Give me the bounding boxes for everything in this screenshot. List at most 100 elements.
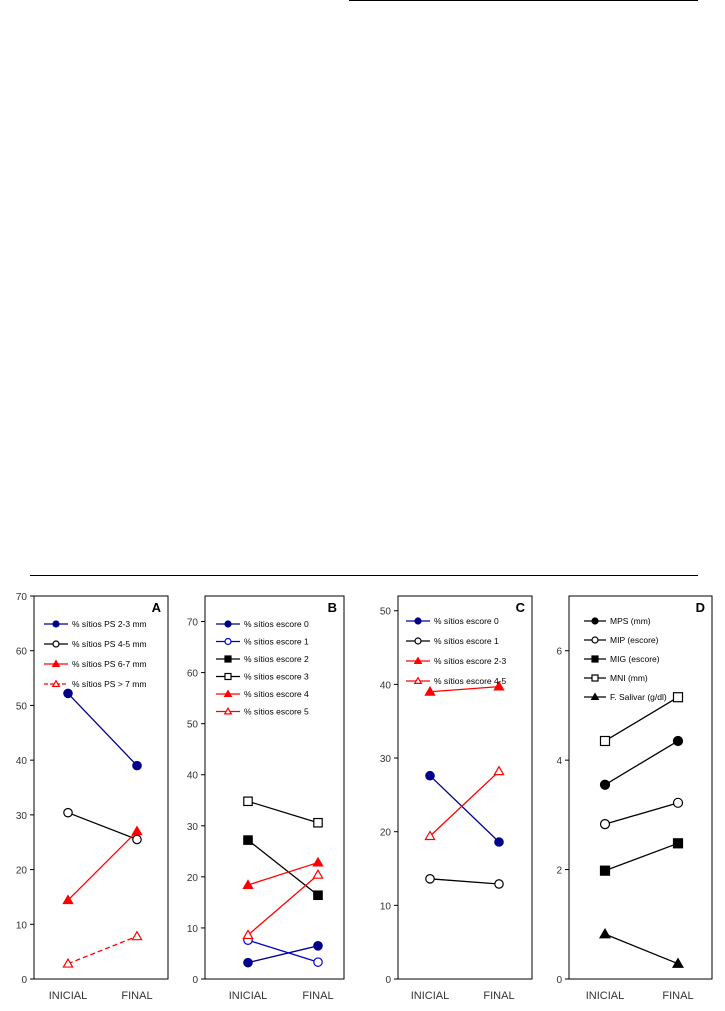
y-tick-label: 50	[16, 701, 28, 712]
legend-label: MIG (escore)	[610, 654, 660, 664]
legend-label: % sítios escore 5	[244, 707, 309, 717]
y-tick-label: 30	[380, 754, 392, 765]
legend-label: % sítios escore 4-5	[434, 676, 507, 686]
y-tick-label: 50	[380, 607, 392, 618]
data-point	[672, 797, 684, 808]
legend-entry: % sítios PS 4-5 mm	[44, 639, 147, 649]
series-mip-escore	[599, 797, 684, 830]
data-point	[313, 957, 323, 967]
legend-marker	[413, 656, 423, 665]
series-line	[429, 770, 500, 837]
legend-label: % sítios escore 1	[244, 637, 309, 647]
data-point	[243, 835, 253, 845]
legend-label: % sítios escore 2	[244, 654, 309, 664]
chart-panel-c: C 0 10 20 30 40 50 INICIAL FINAL % sítios escore …	[380, 595, 533, 1002]
y-tick-label: 20	[187, 873, 199, 884]
legend-entry: % sítios escore 2-3	[406, 656, 507, 666]
legend-marker	[591, 636, 599, 644]
series-s-tios-escore-4	[242, 856, 324, 889]
panel-label: B	[328, 600, 337, 615]
data-point	[493, 680, 505, 691]
series-s-tios-escore-2-3	[424, 680, 505, 696]
data-point	[494, 837, 504, 847]
legend-marker	[51, 679, 61, 688]
series-s-tios-escore-1	[243, 935, 323, 967]
data-point	[242, 929, 254, 940]
data-point	[132, 760, 142, 771]
data-point	[599, 735, 611, 747]
data-point	[313, 941, 323, 951]
legend-label: % sítios escore 2-3	[434, 656, 507, 666]
legend-label: MIP (escore)	[610, 635, 659, 645]
data-point	[599, 927, 611, 939]
legend-marker	[52, 620, 60, 628]
legend-label: % sítios escore 3	[244, 672, 309, 682]
data-point	[313, 817, 323, 828]
series-line	[247, 945, 319, 964]
data-point	[599, 865, 611, 876]
legend-marker	[591, 655, 599, 663]
x-tick-label: FINAL	[483, 990, 514, 1002]
data-point	[243, 957, 253, 968]
chart-panel-d: D 0 2 4 6 INICIAL FINAL MPS (mm) MIP (escore) MIG…	[556, 595, 713, 1002]
x-tick-label: INICIAL	[49, 990, 88, 1002]
series-line	[604, 740, 679, 786]
data-point	[672, 692, 684, 703]
series-line	[604, 696, 679, 742]
series-s-tios-escore-0	[243, 941, 323, 968]
y-tick-label: 60	[187, 669, 199, 680]
data-point	[132, 834, 142, 845]
series-s-tios-escore-4-5	[424, 765, 505, 841]
legend-entry: % sítios PS 6-7 mm	[44, 659, 147, 669]
series-s-tios-ps-7-mm	[62, 930, 143, 968]
chart-panel-a: A 0 10 20 30 40 50 60 70 INICIAL FINAL % sítios PS …	[16, 592, 169, 1002]
data-point	[63, 688, 73, 699]
plot-frame	[33, 595, 169, 980]
x-tick-label: FINAL	[121, 990, 152, 1002]
series-line	[67, 935, 138, 965]
series-line	[67, 830, 138, 901]
x-tick-label: INICIAL	[411, 990, 450, 1002]
x-tick-label: INICIAL	[586, 990, 625, 1002]
legend-entry: MPS (mm)	[584, 616, 651, 626]
legend-marker	[224, 672, 232, 681]
legend-entry: MNI (mm)	[584, 673, 648, 683]
y-tick-label: 40	[380, 680, 392, 691]
top-divider-line	[349, 0, 698, 1]
data-point	[62, 894, 74, 905]
legend-label: % sítios escore 4	[244, 689, 309, 699]
data-point	[672, 735, 684, 747]
series-f-salivar-g-dl	[599, 927, 684, 968]
series-line	[247, 939, 319, 963]
series-line	[247, 800, 319, 824]
series-mig-escore	[599, 838, 684, 876]
legend-entry: MIG (escore)	[584, 654, 660, 664]
legend-label: % sítios PS 4-5 mm	[72, 639, 147, 649]
y-tick-label: 0	[21, 975, 27, 986]
legend-entry: % sítios escore 0	[406, 616, 499, 626]
legend-marker	[414, 637, 422, 645]
y-tick-label: 0	[556, 975, 562, 986]
series-line	[429, 878, 500, 885]
data-point	[62, 957, 74, 968]
x-tick-label: INICIAL	[229, 990, 268, 1002]
legend-marker	[591, 674, 599, 682]
series-line	[247, 874, 319, 936]
y-tick-label: 30	[187, 822, 199, 833]
series-s-tios-escore-0	[425, 770, 504, 847]
series-line	[67, 692, 138, 767]
legend-marker	[414, 617, 422, 625]
series-line	[429, 775, 500, 843]
panel-label: C	[516, 600, 526, 615]
data-point	[425, 874, 435, 884]
y-tick-label: 50	[187, 720, 199, 731]
y-tick-label: 70	[187, 618, 199, 629]
data-point	[242, 879, 254, 889]
data-point	[494, 879, 504, 889]
data-point	[599, 819, 611, 830]
y-tick-label: 40	[16, 756, 28, 767]
x-tick-label: FINAL	[662, 990, 693, 1002]
y-tick-label: 10	[187, 924, 199, 935]
legend-label: % sítios PS > 7 mm	[72, 679, 146, 689]
plot-frame	[568, 595, 713, 980]
